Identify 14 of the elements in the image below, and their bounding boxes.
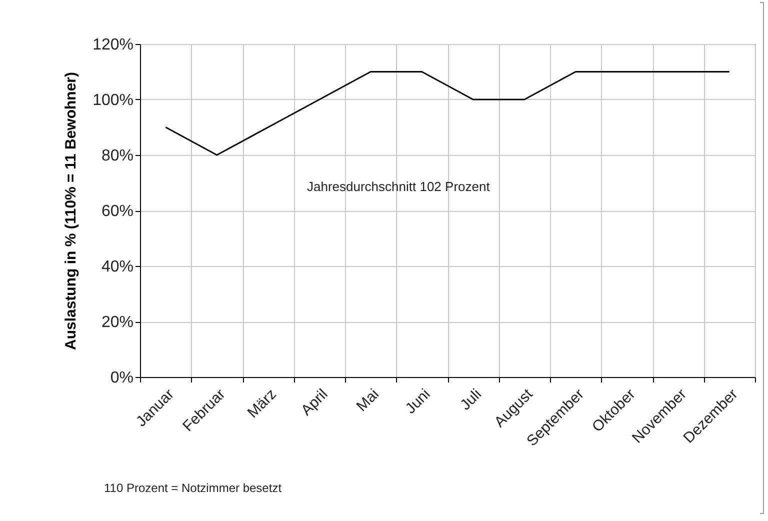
y-tick-label: 0% — [110, 370, 134, 386]
y-tick-label: 40% — [101, 258, 134, 276]
y-tick-label: 100% — [92, 92, 134, 109]
y-tick-label: 20% — [101, 314, 134, 331]
line-series — [164, 71, 730, 156]
x-tick-label: Juni — [402, 386, 434, 418]
x-tick-label: Juli — [456, 386, 485, 414]
y-tick-label: 120% — [92, 36, 134, 54]
x-tick-label: Mai — [353, 386, 382, 415]
y-tick-label: 60% — [101, 203, 134, 220]
y-axis-title: Auslastung in % (110% = 11 Bewohner) — [62, 72, 80, 350]
annotation: Jahresdurchschnitt 102 Prozent — [307, 179, 490, 194]
text: 110 Prozent = Notzimmer besetzt — [104, 481, 282, 495]
y-tick-label: 80% — [101, 148, 134, 164]
